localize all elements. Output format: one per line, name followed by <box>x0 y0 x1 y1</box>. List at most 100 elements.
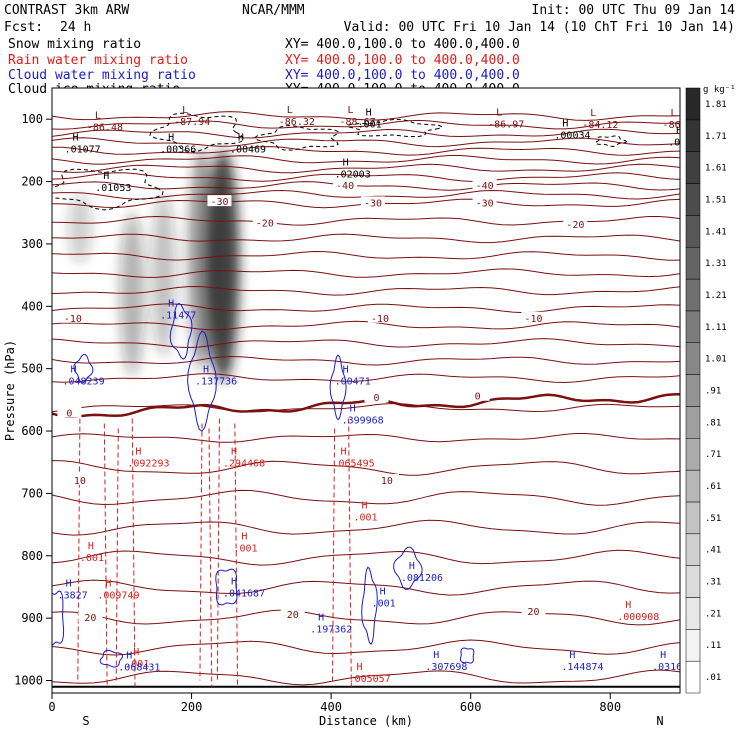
rain-max-marker-H: H <box>361 500 367 511</box>
isotherm-line <box>52 181 680 191</box>
colorbar-swatch <box>685 629 701 662</box>
min-marker-L: L <box>590 108 596 119</box>
isotherm-line <box>52 433 680 443</box>
isotherm-label-bg <box>280 608 305 620</box>
colorbar-label: .51 <box>705 514 721 524</box>
rain-max-value-label: .065495 <box>333 459 375 470</box>
colorbar-swatch <box>685 438 701 471</box>
isotherm-label-bg <box>207 195 232 207</box>
colorbar-label: 1.71 <box>705 132 727 142</box>
isotherm-label-bg <box>472 196 497 208</box>
min-value-label: -86.04 <box>663 120 699 131</box>
isotherm-line <box>52 111 680 121</box>
cloud-water-max-marker-H: H <box>70 364 76 375</box>
x-tick-label: 600 <box>460 700 482 714</box>
min-marker-L: L <box>182 105 188 116</box>
min-value-label: -86.48 <box>87 123 123 134</box>
colorbar-label: .71 <box>705 450 721 460</box>
isotherm-label-bg <box>374 473 399 485</box>
contour-labels: -40 -40 -30 -30 -30 -20 -20 -10 -10 -10 0 0 0 10 10 20 2… <box>57 105 699 685</box>
min-value-label: -84.12 <box>582 120 618 131</box>
cloud-ice-max-marker-H: H <box>366 107 372 118</box>
isotherm-label-bg <box>521 604 546 616</box>
cloud-ice-max-marker-H: H <box>238 132 244 143</box>
isotherm-line <box>52 303 680 314</box>
rain-max-value-label: .294468 <box>223 459 265 470</box>
min-value-label: -88.67 <box>339 117 375 128</box>
isotherm-label-bg <box>364 390 389 402</box>
colorbar-label: .81 <box>705 418 721 428</box>
isotherm-label: -40 <box>336 181 354 192</box>
isotherm-label-bg <box>465 389 490 401</box>
y-tick-label: 100 <box>21 112 43 126</box>
colorbar-label: .41 <box>705 546 721 556</box>
isotherm-line <box>52 355 680 366</box>
cloud-water-max-value-label: .00471 <box>335 376 371 387</box>
cloud-water-max-marker-H: H <box>350 404 356 415</box>
cloud-water-contours <box>52 302 475 668</box>
isotherm-line <box>52 155 680 165</box>
cloud-ice-contour <box>346 118 444 138</box>
rain-max-marker-H: H <box>341 447 347 458</box>
valid-time: Valid: 00 UTC Fri 10 Jan 14 (10 ChT Fri … <box>344 20 735 35</box>
colorbar-swatch <box>685 501 701 535</box>
cloud-ice-max-value-label: .00469 <box>230 144 266 155</box>
cloud-ice-max-value-label: .01053 <box>95 183 131 194</box>
rain-contour <box>348 418 352 687</box>
cloud-water-contour <box>361 566 378 646</box>
isotherm-label-bg <box>333 178 358 190</box>
min-marker-L: L <box>287 105 293 116</box>
rain-max-value-label: .009749 <box>97 590 139 601</box>
isotherm-line <box>52 579 680 596</box>
colorbar-label: .61 <box>705 482 721 492</box>
colorbar-label: 1.01 <box>705 355 727 365</box>
cloud-water-max-value-label: .041687 <box>223 588 265 599</box>
y-tick-label: 300 <box>21 237 43 251</box>
snow-shading <box>68 150 240 382</box>
cloud-water-max-value-label: .137736 <box>195 376 237 387</box>
field-name-rain: Rain water mixing ratio <box>8 53 188 68</box>
isotherm-label: 20 <box>287 610 299 621</box>
y-tick-label: 400 <box>21 299 43 313</box>
colorbar-label: 1.81 <box>705 100 727 110</box>
rain-contour <box>77 418 81 681</box>
colorbar-swatch <box>685 183 701 216</box>
colorbar-label: 1.11 <box>705 323 727 333</box>
min-value-label: -86.32 <box>279 117 315 128</box>
rain-max-value-label: .005057 <box>349 674 391 685</box>
min-marker-L: L <box>347 105 353 116</box>
isotherm-line <box>52 137 680 148</box>
cloud-water-contour <box>215 568 238 606</box>
x-tick-label: 200 <box>181 700 203 714</box>
colorbar-swatch <box>685 406 701 439</box>
colorbar-swatch <box>685 597 701 630</box>
cloud-ice-contours <box>52 112 628 211</box>
cloud-water-max-value-label: .3827 <box>58 590 88 601</box>
snow-column <box>119 212 145 375</box>
y-tick-label: 800 <box>21 549 43 563</box>
snow-column <box>68 194 92 263</box>
field-xy-rain: XY= 400.0,100.0 to 400.0,400.0 <box>285 53 520 68</box>
isotherm-label-bg <box>472 178 497 190</box>
colorbar-swatch <box>685 469 701 503</box>
fcst-label: Fcst: <box>4 20 43 35</box>
isotherm-label: -10 <box>64 314 82 325</box>
isotherm-label: -20 <box>256 218 274 229</box>
isotherm-label: -30 <box>476 198 494 209</box>
cloud-water-max-marker-H: H <box>203 364 209 375</box>
isotherm-line <box>52 320 680 331</box>
isotherm-label: 0 <box>373 393 379 404</box>
rain-max-value-label: .001 <box>80 553 104 564</box>
colorbar-swatch <box>685 533 701 566</box>
colorbar-swatch <box>685 87 701 121</box>
snow-column <box>151 194 176 357</box>
isotherm-label: -10 <box>371 314 389 325</box>
cloud-water-max-value-label: .081206 <box>401 573 443 584</box>
cloud-ice-max-marker-H: H <box>343 157 349 168</box>
rain-max-marker-H: H <box>105 578 111 589</box>
rain-max-marker-H: H <box>135 447 141 458</box>
isotherm-label-bg <box>563 218 588 230</box>
x-axis-label: Distance (km) <box>319 714 413 728</box>
north-end-label: N <box>656 714 663 728</box>
cloud-water-max-marker-H: H <box>66 578 72 589</box>
